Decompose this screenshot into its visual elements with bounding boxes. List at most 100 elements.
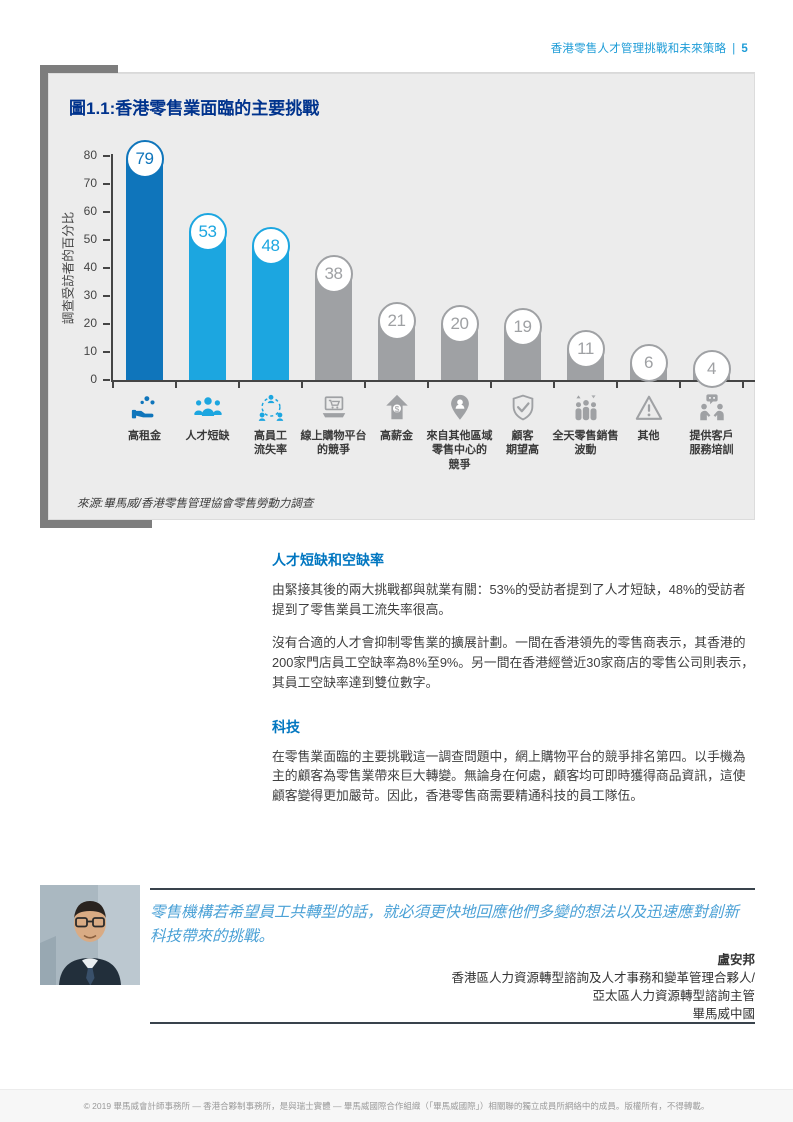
x-tick-mark xyxy=(616,382,618,388)
x-tick-mark xyxy=(301,382,303,388)
speaker-company: 畢馬威中國 xyxy=(692,1007,755,1022)
y-tick-mark xyxy=(103,155,110,157)
chart-bar-group: 19 顧客 期望高 xyxy=(491,156,554,456)
y-tick-mark xyxy=(103,183,110,185)
chart-bar-group: 53 人才短缺 xyxy=(176,156,239,442)
x-tick-mark xyxy=(175,382,177,388)
bar-category-label: 來自其他區域 零售中心的 競爭 xyxy=(426,430,493,471)
bar-value-badge: 38 xyxy=(314,254,353,293)
y-tick-label: 40 xyxy=(83,260,97,274)
header-rule xyxy=(40,72,755,73)
bar-value-badge: 4 xyxy=(692,349,731,388)
y-tick-mark xyxy=(103,211,110,213)
y-tick-label: 50 xyxy=(83,232,97,246)
speaker-roles: 香港區人力資源轉型諮詢及人才事務和變革管理合夥人/亞太區人力資源轉型諮詢主管 xyxy=(350,969,755,1005)
document-title: 香港零售人才管理挑戰和未來策略 xyxy=(550,43,727,55)
chart-bar-group: 21 高薪金 xyxy=(365,156,428,442)
x-tick-mark xyxy=(490,382,492,388)
x-axis-line xyxy=(111,380,755,382)
x-tick-mark xyxy=(427,382,429,388)
page-footer: © 2019 畢馬威會計師事務所 — 香港合夥制事務所，是與瑞士實體 — 畢馬威… xyxy=(0,1089,793,1122)
bar-category-label: 高租金 xyxy=(128,430,161,442)
y-tick-label: 60 xyxy=(83,204,97,218)
body-column: 人才短缺和空缺率由緊接其後的兩大挑戰都與就業有關：53%的受訪者提到了人才短缺，… xyxy=(272,550,756,820)
speaker-name: 盧安邦 xyxy=(717,953,755,967)
bar-category-label: 人才短缺 xyxy=(185,430,230,442)
chart-source: 來源:畢馬威/香港零售管理協會零售勞動力調查 xyxy=(77,498,314,510)
card-accent-top xyxy=(40,65,118,73)
x-tick-mark xyxy=(742,382,744,388)
chart-bar-group: 79 高租金 xyxy=(113,139,176,442)
body-paragraph: 由緊接其後的兩大挑戰都與就業有關：53%的受訪者提到了人才短缺，48%的受訪者提… xyxy=(272,581,746,617)
bar-value-badge: 6 xyxy=(629,344,668,383)
header-divider: | xyxy=(732,43,736,55)
y-tick-mark xyxy=(103,267,110,269)
bar-value-badge: 19 xyxy=(503,307,542,346)
body-paragraph: 在零售業面臨的主要挑戰這一調查問題中，網上購物平台的競爭排名第四。以手機為主的顧… xyxy=(272,748,746,804)
chart-bar-group: 20 來自其他區域 零售中心的 競爭 xyxy=(427,156,493,471)
shield-check-icon xyxy=(508,393,538,423)
y-axis-line xyxy=(111,154,113,382)
y-tick-label: 70 xyxy=(83,176,97,190)
bar-category-label: 顧客 期望高 xyxy=(506,430,539,457)
bar-category-label: 高薪金 xyxy=(380,430,413,442)
bar-category-label: 高員工 流失率 xyxy=(254,430,287,457)
page-number: 5 xyxy=(741,43,748,55)
y-tick-mark xyxy=(103,239,110,241)
people-fluctuation-icon xyxy=(571,393,601,423)
staff-turnover-icon xyxy=(256,393,286,423)
x-tick-mark xyxy=(364,382,366,388)
quote-rule-bottom xyxy=(150,1022,755,1024)
page-header: 香港零售人才管理挑戰和未來策略 | 5 xyxy=(551,40,748,56)
chart-bar-group: 48 高員工 流失率 xyxy=(239,156,302,456)
bar-category-label: 提供客戶 服務培訓 xyxy=(689,430,734,457)
y-tick-mark xyxy=(103,295,110,297)
chart-bar-group: 11 全天零售銷售 波動 xyxy=(553,156,619,456)
chart-bar-group: 38 線上購物平台 的競爭 xyxy=(301,156,367,456)
chart-card: 圖1.1:香港零售業面臨的主要挑戰 調查受訪者的百分比 0 10 20 30 40 50 6… xyxy=(48,73,755,520)
speaker-role-line: 亞太區人力資源轉型諮詢主管 xyxy=(592,989,755,1004)
location-pin-icon xyxy=(445,393,475,423)
chart-plot: 調查受訪者的百分比 0 10 20 30 40 50 60 70 80 79 高租金 53 人才短缺 48… xyxy=(62,139,755,471)
customer-service-training-icon xyxy=(697,393,727,423)
bar-category-label: 全天零售銷售 波動 xyxy=(552,430,619,457)
y-tick-mark xyxy=(103,379,110,381)
bar-category-label: 線上購物平台 的競爭 xyxy=(300,430,367,457)
people-group-icon xyxy=(193,393,223,423)
quote-rule-top xyxy=(150,888,755,890)
speaker-photo xyxy=(40,885,140,986)
warning-triangle-icon xyxy=(634,393,664,423)
bar-value-badge: 11 xyxy=(566,330,605,369)
y-tick-label: 10 xyxy=(83,344,97,358)
bar-category-label: 其他 xyxy=(637,430,660,442)
salary-arrow-icon xyxy=(382,393,412,423)
chart-bar-group: 6 其他 xyxy=(617,156,680,442)
card-accent-left xyxy=(40,65,48,528)
section-heading: 人才短缺和空缺率 xyxy=(272,552,384,568)
y-tick-label: 30 xyxy=(83,288,97,302)
x-tick-mark xyxy=(112,382,114,388)
x-tick-mark xyxy=(238,382,240,388)
online-shopping-icon xyxy=(319,393,349,423)
card-accent-bottom xyxy=(40,520,152,528)
chart-title: 圖1.1:香港零售業面臨的主要挑戰 xyxy=(69,99,320,118)
quote-attribution: 盧安邦 香港區人力資源轉型諮詢及人才事務和變革管理合夥人/亞太區人力資源轉型諮詢… xyxy=(350,951,755,1024)
bar-value-badge: 79 xyxy=(125,139,164,178)
copyright-text: © 2019 畢馬威會計師事務所 — 香港合夥制事務所，是與瑞士實體 — 畢馬威… xyxy=(83,1101,710,1111)
bar-value-badge: 53 xyxy=(188,212,227,251)
y-tick-label: 0 xyxy=(90,372,97,386)
quote-text: 零售機構若希望員工共轉型的話，就必須更快地回應他們多變的想法以及迅速應對創新科技… xyxy=(150,904,740,946)
portrait-illustration xyxy=(40,885,140,986)
bar xyxy=(189,231,226,380)
speaker-role-line: 香港區人力資源轉型諮詢及人才事務和變革管理合夥人/ xyxy=(451,971,755,986)
bar-value-badge: 21 xyxy=(377,302,416,341)
bar-value-badge: 48 xyxy=(251,226,290,265)
bar xyxy=(252,245,289,380)
chart-bar-group: 4 提供客戶 服務培訓 xyxy=(680,156,743,456)
hand-coins-icon xyxy=(130,393,160,423)
bar-value-badge: 20 xyxy=(440,305,479,343)
x-tick-mark xyxy=(553,382,555,388)
body-paragraph: 沒有合適的人才會抑制零售業的擴展計劃。一間在香港領先的零售商表示，其香港的200… xyxy=(272,635,755,690)
y-tick-mark xyxy=(103,323,110,325)
